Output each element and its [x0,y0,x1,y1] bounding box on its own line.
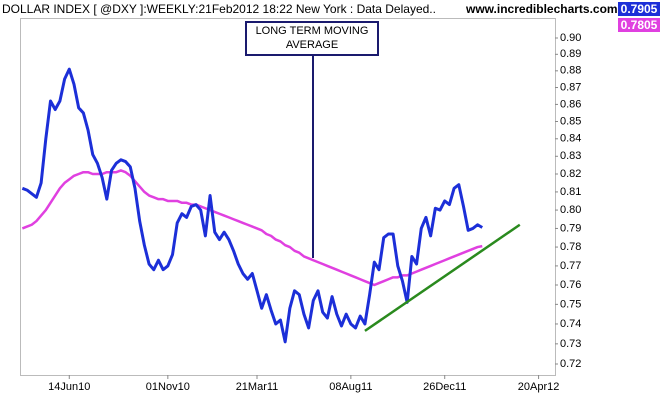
source: www.incrediblecharts.com [465,2,618,16]
y-tick-label: 0.88 [560,65,581,77]
y-tick-label: 0.72 [560,358,581,370]
chart-title: DOLLAR INDEX [ @DXY ]:WEEKLY:21Feb2012 1… [2,2,436,16]
y-tick-label: 0.73 [560,338,581,350]
y-tick-label: 0.90 [560,32,581,44]
y-tick-label: 0.74 [560,318,581,330]
y-tick-label: 0.79 [560,222,581,234]
y-tick-label: 0.82 [560,168,581,180]
y-tick-label: 0.77 [560,260,581,272]
x-tick-label: 01Nov10 [146,381,190,393]
annotation-line: LONG TERM MOVING [256,25,369,37]
x-tick-label: 26Dec11 [423,381,466,393]
last-value-box [618,2,660,16]
y-tick-label: 0.76 [560,279,581,291]
y-tick-label: 0.86 [560,98,581,110]
last-ma-box [618,18,660,32]
y-tick-label: 0.83 [560,150,581,162]
y-tick-label: 0.84 [560,133,581,145]
price-line [21,67,484,344]
y-tick-label: 0.75 [560,298,581,310]
y-tick-label: 0.80 [560,204,581,216]
y-tick-label: 0.78 [560,241,581,253]
x-tick-label: 14Jun10 [48,381,90,393]
x-tick-label: 21Mar11 [236,381,279,393]
plot-frame [20,18,556,376]
moving-average-line [21,169,483,287]
last-value: 0.7905 [621,2,658,16]
annotation-box [245,21,379,56]
x-tick-label: 20Apr12 [518,381,560,393]
y-tick-label: 0.89 [560,48,581,60]
last-ma-value: 0.7805 [621,18,658,32]
trendline [364,223,521,332]
annotation-line: AVERAGE [286,39,338,51]
y-tick-label: 0.87 [560,81,581,93]
y-tick-label: 0.85 [560,115,581,127]
y-tick-label: 0.81 [560,186,581,198]
x-tick-label: 08Aug11 [329,381,372,393]
